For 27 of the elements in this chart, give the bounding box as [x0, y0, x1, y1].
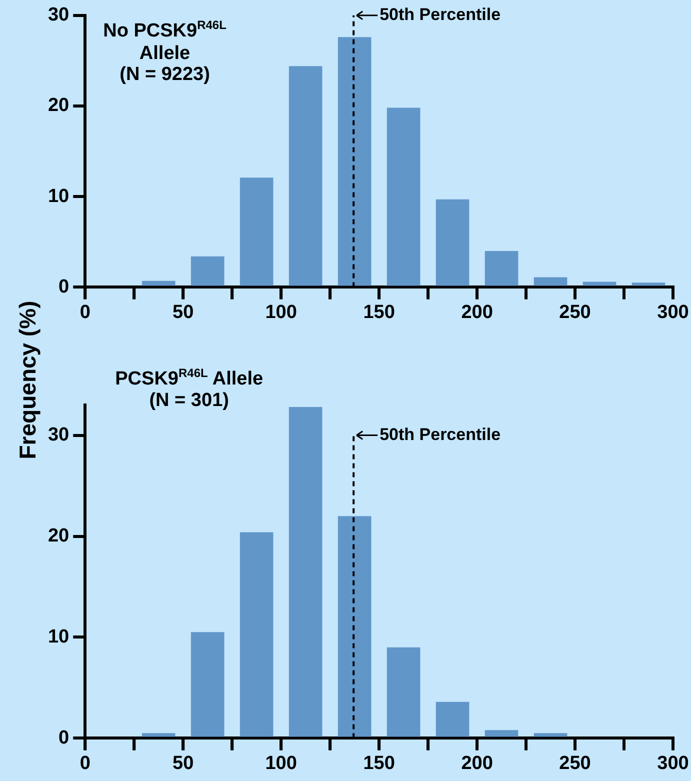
ref-line-label: 50th Percentile — [380, 5, 501, 24]
x-tick-label: 200 — [461, 302, 493, 323]
x-tick-label: 300 — [657, 302, 689, 323]
x-tick-label: 150 — [363, 302, 395, 323]
x-tick-label: 50 — [172, 752, 194, 774]
x-tick-label: 50 — [172, 302, 194, 323]
y-tick-label: 0 — [58, 276, 70, 298]
y-axis-title: Frequency (%) — [14, 300, 42, 460]
y-tick-label: 20 — [48, 95, 70, 116]
ref-line-label: 50th Percentile — [380, 424, 501, 444]
y-tick-label: 20 — [48, 525, 70, 546]
x-tick-label: 300 — [657, 752, 689, 774]
x-tick-label: 100 — [265, 752, 297, 774]
x-tick-label: 250 — [559, 752, 591, 774]
y-tick-label: 10 — [48, 626, 70, 648]
chart-title: PCSK9$^{R46L}$ Allele (N = 301) — [115, 366, 264, 412]
y-tick-label: 0 — [58, 727, 70, 748]
y-tick-label: 30 — [48, 4, 70, 26]
x-tick-label: 0 — [80, 302, 90, 323]
x-tick-label: 150 — [363, 752, 395, 774]
y-tick-label: 30 — [48, 424, 70, 446]
x-tick-label: 0 — [80, 752, 90, 774]
x-tick-label: 250 — [559, 302, 591, 323]
text: No PCSK9$^{R46L}$ Allele (N = 9223) — [103, 18, 226, 86]
x-tick-label: 100 — [265, 302, 297, 323]
x-tick-label: 200 — [461, 752, 493, 774]
y-tick-label: 10 — [48, 186, 70, 207]
